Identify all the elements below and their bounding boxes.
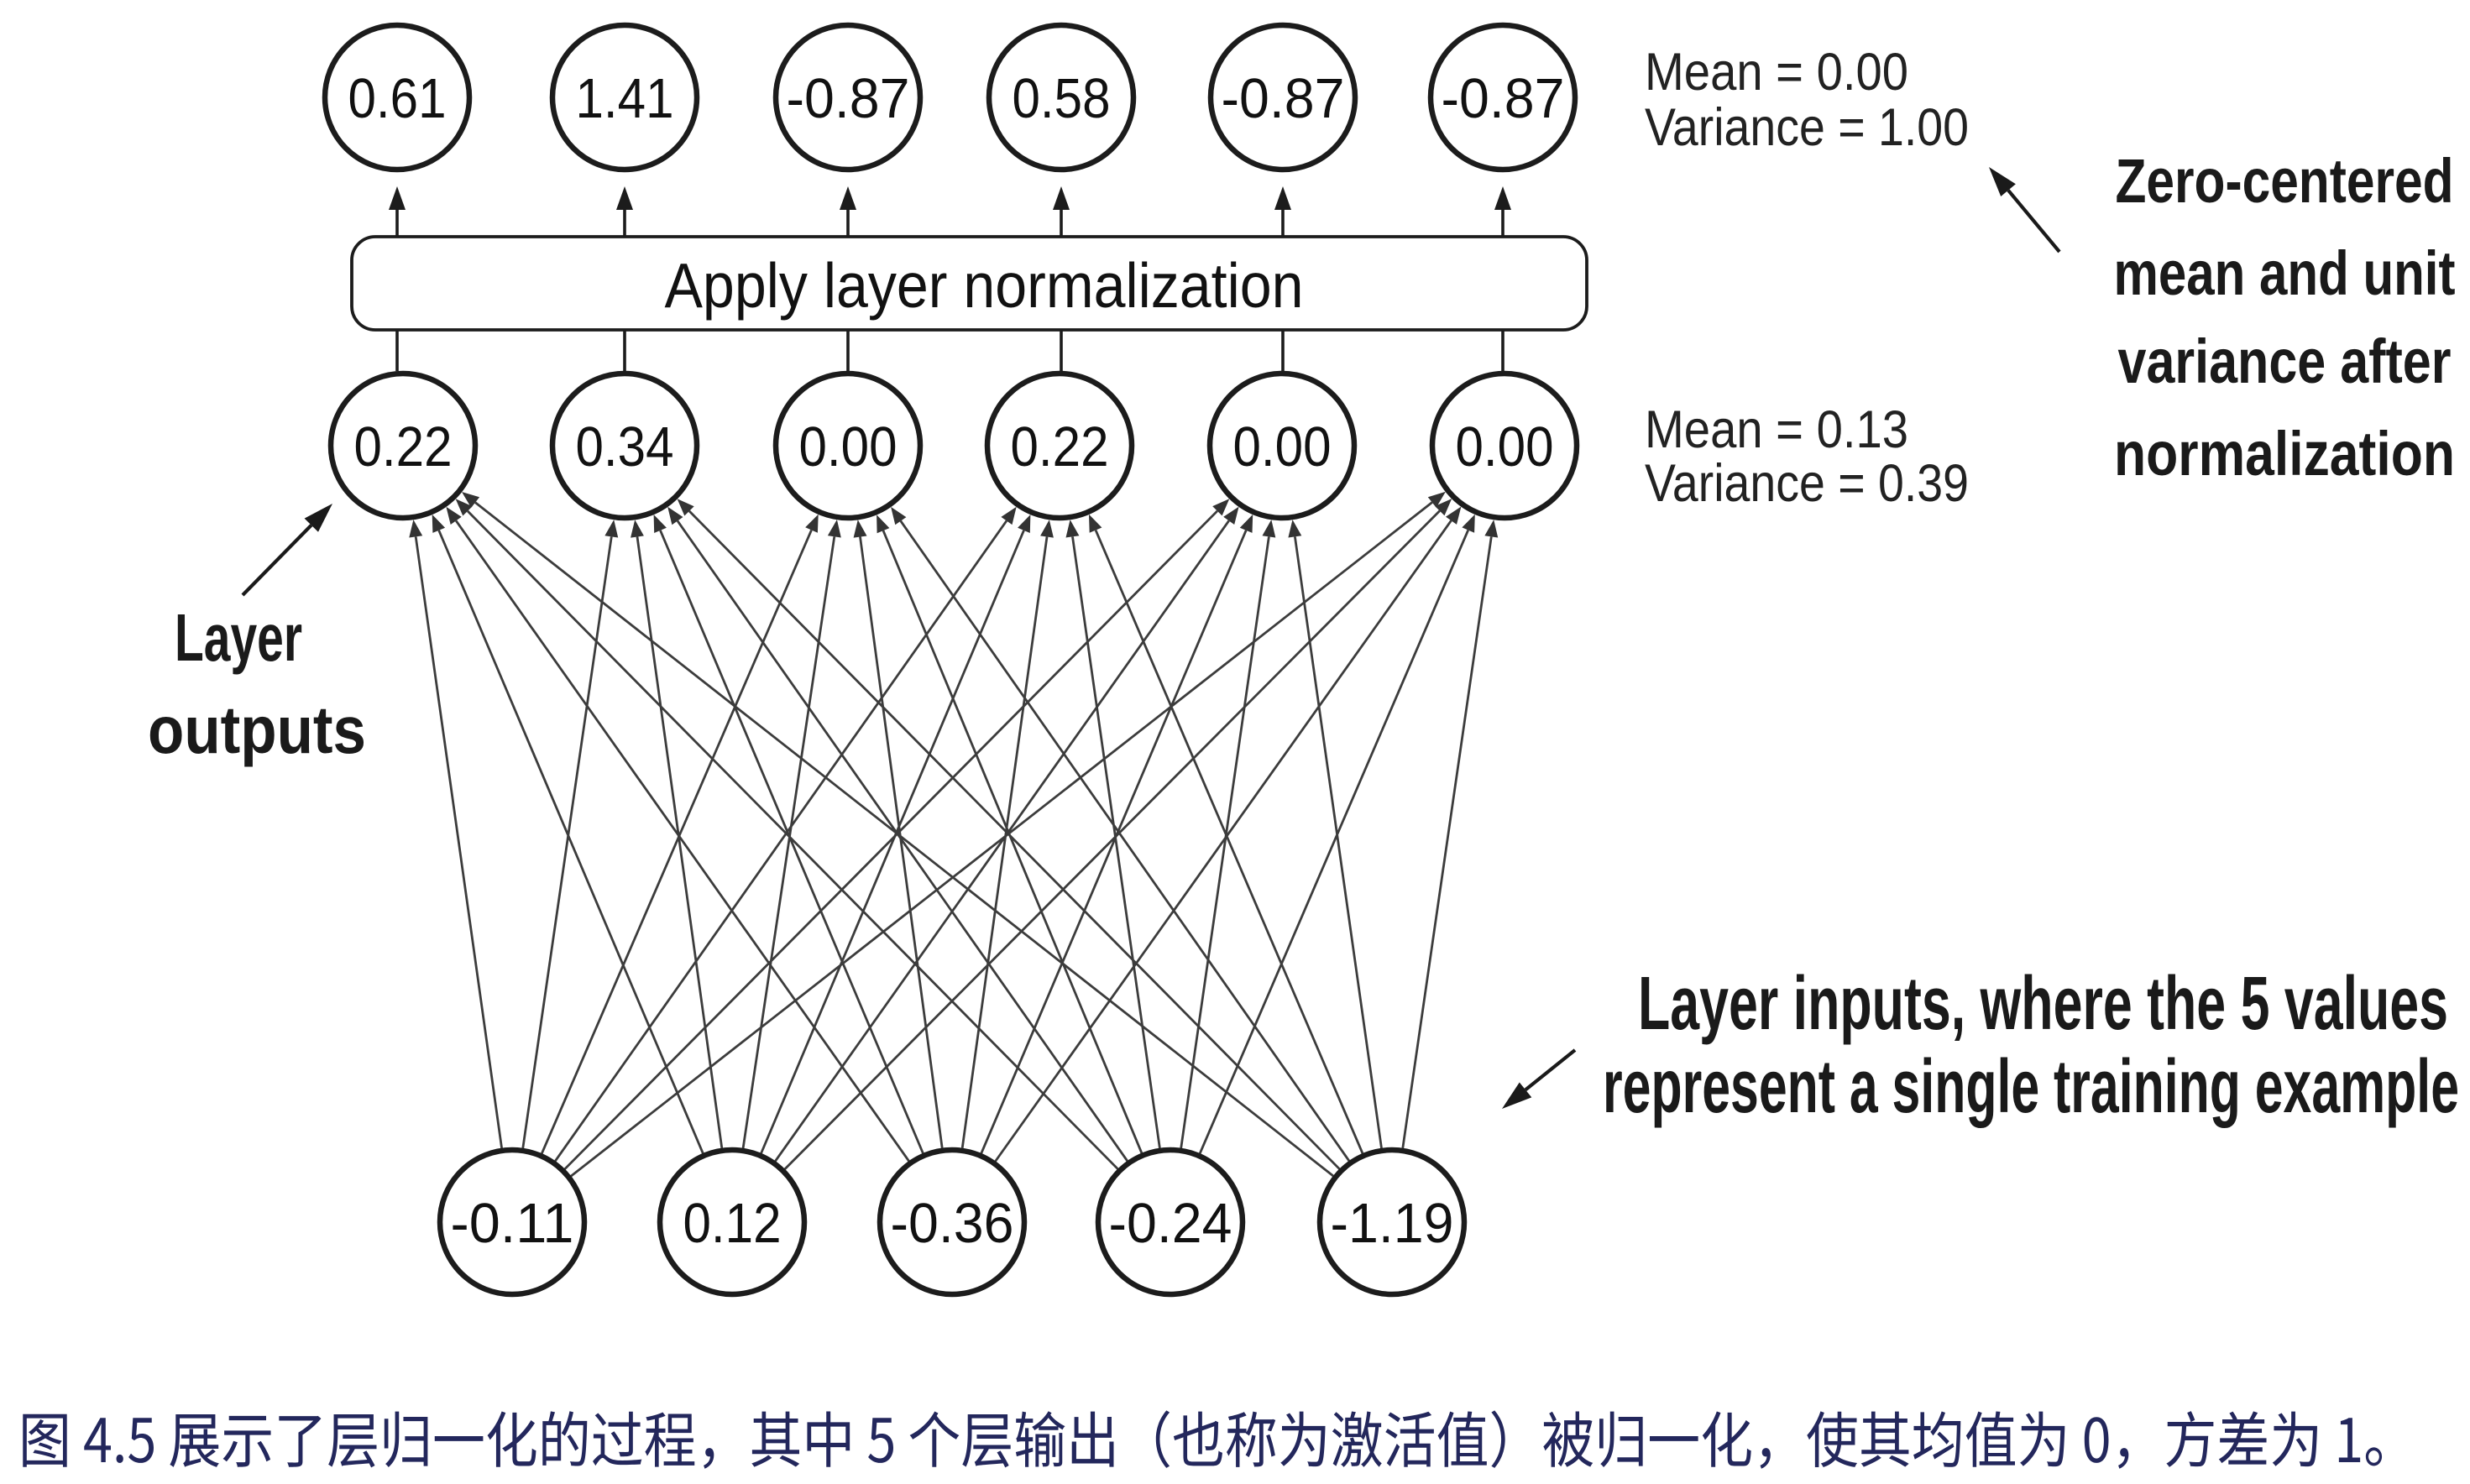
svg-text:0.34: 0.34 xyxy=(576,415,674,478)
svg-text:0.22: 0.22 xyxy=(354,415,453,478)
svg-text:Mean = 0.00: Mean = 0.00 xyxy=(1645,43,1908,102)
svg-text:0.12: 0.12 xyxy=(683,1192,782,1255)
svg-text:0.00: 0.00 xyxy=(1233,415,1332,478)
svg-text:-0.87: -0.87 xyxy=(1442,67,1565,130)
svg-text:outputs: outputs xyxy=(148,692,366,767)
svg-text:0.00: 0.00 xyxy=(799,415,897,478)
svg-text:-0.11: -0.11 xyxy=(451,1192,574,1255)
svg-text:represent a single training ex: represent a single training example xyxy=(1603,1045,2459,1129)
svg-text:-0.36: -0.36 xyxy=(891,1192,1014,1255)
svg-text:Zero-centered: Zero-centered xyxy=(2116,146,2454,216)
svg-text:Variance = 0.39: Variance = 0.39 xyxy=(1645,454,1969,513)
svg-text:Layer: Layer xyxy=(175,600,302,675)
svg-text:-0.87: -0.87 xyxy=(787,67,910,130)
svg-text:-1.19: -1.19 xyxy=(1331,1192,1454,1255)
svg-text:variance after: variance after xyxy=(2118,327,2452,396)
svg-text:Variance = 1.00: Variance = 1.00 xyxy=(1645,98,1969,157)
svg-text:Mean = 0.13: Mean = 0.13 xyxy=(1645,400,1908,459)
svg-text:Apply layer normalization: Apply layer normalization xyxy=(665,250,1304,321)
svg-text:mean and unit: mean and unit xyxy=(2114,238,2456,308)
svg-text:0.22: 0.22 xyxy=(1011,415,1109,478)
svg-text:normalization: normalization xyxy=(2114,419,2455,489)
svg-text:Layer inputs, where the 5 valu: Layer inputs, where the 5 values xyxy=(1638,962,2448,1046)
svg-text:-0.24: -0.24 xyxy=(1109,1192,1232,1255)
svg-text:1.41: 1.41 xyxy=(576,67,674,130)
svg-text:0.00: 0.00 xyxy=(1456,415,1554,478)
svg-text:-0.87: -0.87 xyxy=(1222,67,1345,130)
svg-text:0.58: 0.58 xyxy=(1013,67,1111,130)
svg-text:0.61: 0.61 xyxy=(348,67,447,130)
